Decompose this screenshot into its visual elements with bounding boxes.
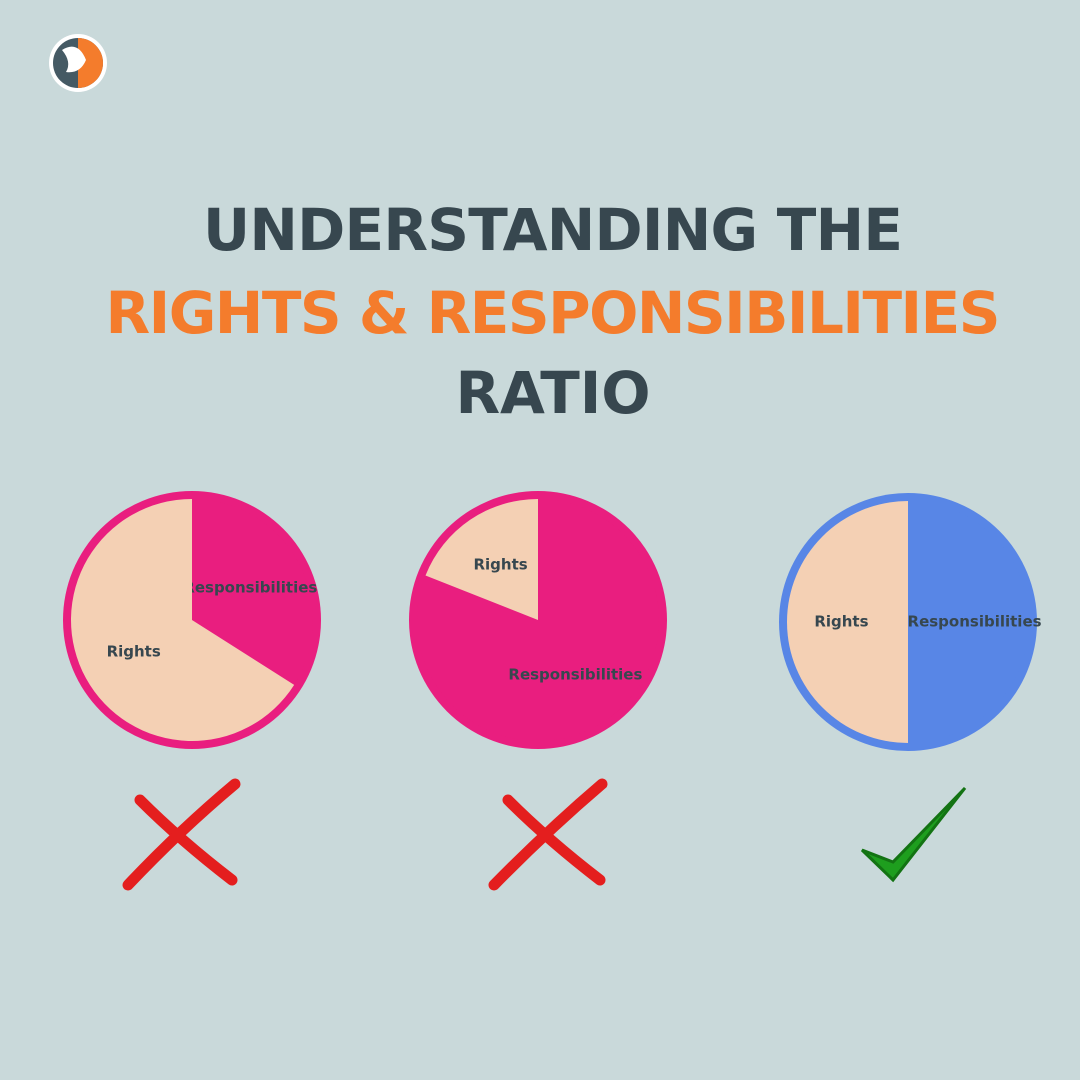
pie-slice xyxy=(787,501,908,743)
title-highlight: RIGHTS & RESPONSIBILITIES xyxy=(106,279,1001,347)
pie-slice xyxy=(70,498,295,741)
slice-label: Responsibilities xyxy=(908,613,1042,631)
logo xyxy=(49,34,107,92)
pies: Responsibilities Rights Responsibilities Ri… xyxy=(63,491,1042,751)
cross-mark xyxy=(488,778,608,891)
check-mark xyxy=(860,786,967,883)
pie-slice xyxy=(425,499,538,620)
slice-label: Responsibilities xyxy=(508,666,642,684)
slice-label: Responsibilities xyxy=(183,578,317,596)
slice-label: Rights xyxy=(473,555,527,573)
slice-label: Rights xyxy=(814,613,868,631)
cross-mark xyxy=(122,778,241,891)
title-line: RATIO xyxy=(456,359,651,427)
pie-slice xyxy=(908,501,1029,743)
pie-slice xyxy=(192,499,313,685)
title-line: UNDERSTANDING THE xyxy=(203,196,903,264)
slice-label: Rights xyxy=(107,643,161,661)
